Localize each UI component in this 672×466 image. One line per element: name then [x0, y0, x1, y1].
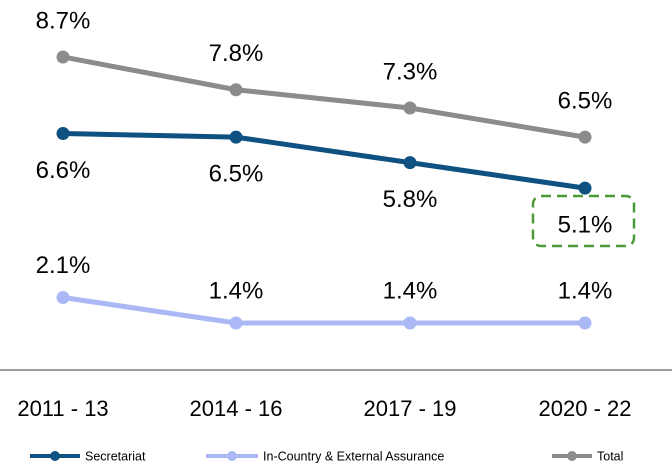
data-label: 6.5%	[209, 160, 264, 187]
legend-marker	[50, 451, 60, 461]
data-point	[229, 130, 243, 144]
series-line	[62, 130, 586, 191]
data-point	[229, 83, 243, 97]
legend-marker	[227, 451, 237, 461]
data-point	[578, 130, 592, 144]
x-tick-label: 2014 - 16	[190, 396, 283, 421]
data-label: 7.8%	[209, 40, 264, 67]
data-label: 1.4%	[383, 277, 438, 304]
data-label: 6.6%	[36, 157, 91, 184]
data-point	[403, 316, 417, 330]
data-point	[403, 101, 417, 115]
data-label: 1.4%	[558, 277, 613, 304]
series-line	[62, 295, 585, 326]
x-tick-label: 2017 - 19	[364, 396, 457, 421]
data-point	[229, 316, 243, 330]
data-label: 8.7%	[36, 7, 91, 34]
legend-marker	[567, 451, 577, 461]
legend-label: Total	[597, 449, 623, 463]
x-tick-label: 2020 - 22	[539, 396, 632, 421]
data-point	[56, 290, 70, 304]
data-point	[56, 126, 70, 140]
legend-label: In-Country & External Assurance	[263, 449, 444, 463]
data-label: 5.8%	[383, 186, 438, 213]
data-point	[403, 156, 417, 170]
data-label: 7.3%	[383, 58, 438, 85]
x-tick-label: 2011 - 13	[17, 396, 108, 421]
data-point	[578, 181, 592, 195]
series-line	[62, 54, 586, 140]
legend-label: Secretariat	[85, 449, 146, 463]
data-point	[56, 50, 70, 64]
data-label: 6.5%	[558, 87, 613, 114]
data-label: 5.1%	[558, 211, 613, 238]
data-label: 2.1%	[36, 252, 91, 279]
data-point	[578, 316, 592, 330]
highlight-box	[531, 194, 636, 248]
data-label: 1.4%	[209, 277, 264, 304]
